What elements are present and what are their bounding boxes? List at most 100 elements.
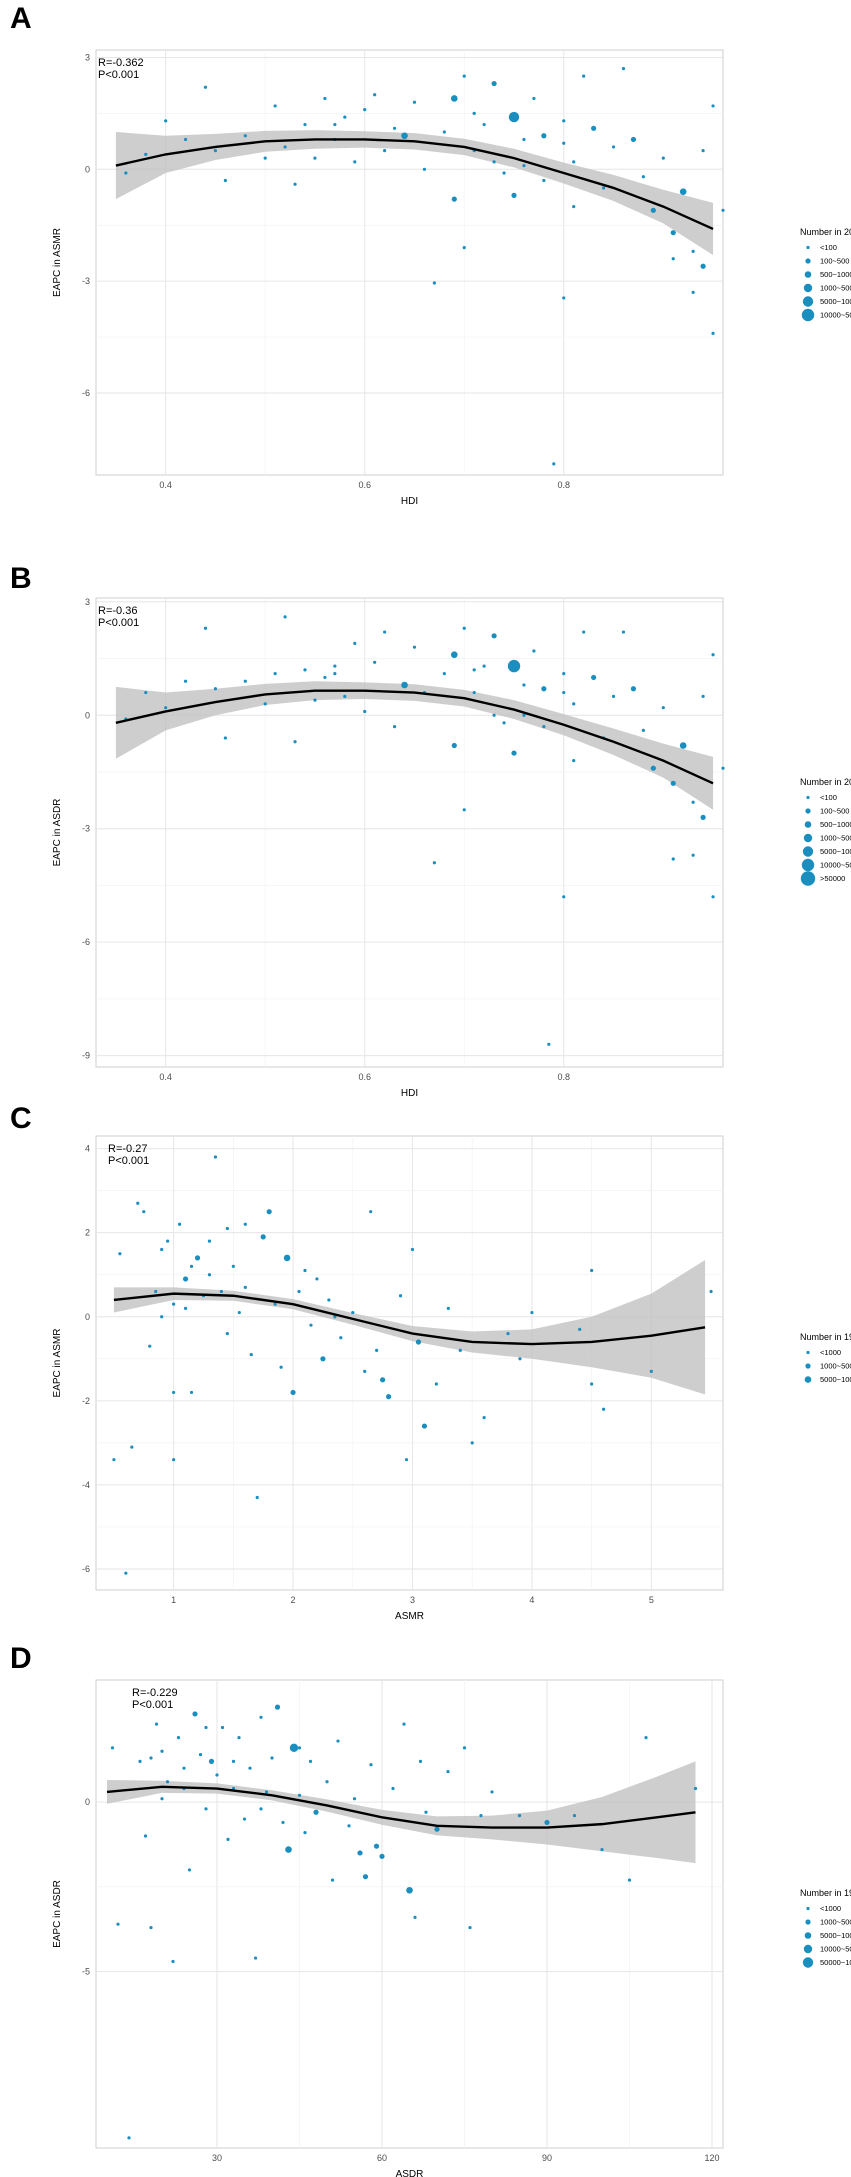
legend-label: 5000~10000 — [820, 1375, 851, 1384]
legend-key — [801, 858, 815, 872]
data-point — [130, 1445, 134, 1449]
data-point — [450, 651, 458, 659]
data-point — [143, 1834, 148, 1838]
data-point — [313, 698, 317, 702]
data-point — [383, 149, 387, 153]
trend-curve — [113, 1292, 706, 1346]
data-point — [260, 1234, 266, 1240]
data-point — [259, 1807, 263, 1811]
data-point — [154, 1289, 158, 1294]
legend-key — [806, 1906, 810, 1911]
data-point — [644, 1736, 648, 1740]
data-point — [392, 126, 397, 130]
data-point — [369, 1210, 373, 1214]
data-point — [542, 724, 546, 729]
y-tick-label: 2 — [85, 1228, 90, 1238]
data-point — [649, 1369, 653, 1374]
x-tick-label: 0.8 — [558, 480, 571, 490]
legend-key — [804, 1376, 812, 1383]
data-point — [303, 1268, 307, 1273]
y-tick-label: -4 — [82, 1480, 90, 1490]
data-point — [446, 1306, 450, 1310]
data-point — [562, 690, 566, 695]
legend-key — [802, 1957, 814, 1968]
legend-label: 10000~50000 — [820, 311, 851, 320]
data-point — [511, 750, 517, 756]
data-point — [458, 1348, 462, 1352]
data-point — [693, 1786, 698, 1791]
data-point — [204, 1725, 208, 1730]
data-point — [237, 1310, 241, 1315]
data-point — [243, 1285, 247, 1289]
data-point — [303, 1831, 307, 1835]
confidence-band — [107, 1761, 696, 1864]
data-point — [412, 645, 417, 649]
data-point — [691, 290, 695, 294]
p-value: P<0.001 — [132, 1699, 173, 1711]
x-tick-label: 5 — [649, 1595, 654, 1605]
data-point — [611, 694, 616, 698]
data-point — [164, 706, 168, 710]
data-point — [204, 1807, 208, 1811]
plot-area — [95, 49, 724, 476]
legend-label: <100 — [820, 243, 837, 252]
data-point — [522, 683, 526, 687]
data-point — [281, 1820, 285, 1825]
data-point — [333, 672, 337, 676]
legend-label: 1000~5000 — [820, 1918, 851, 1927]
data-point — [472, 690, 476, 695]
data-point — [391, 1786, 395, 1791]
legend-label: <100 — [820, 793, 837, 802]
data-point — [650, 207, 656, 213]
y-tick-label: -3 — [82, 276, 90, 286]
x-tick-label: 30 — [212, 2153, 222, 2163]
legend-label: 5000~10000 — [820, 297, 851, 306]
data-point — [357, 1850, 363, 1856]
data-point — [432, 861, 436, 865]
data-point — [641, 175, 645, 179]
data-point — [138, 1759, 142, 1763]
data-point — [582, 74, 586, 78]
data-point — [442, 672, 446, 676]
data-point — [127, 2136, 131, 2140]
data-point — [490, 1790, 494, 1794]
data-point — [270, 1756, 274, 1760]
legend-label: 100~500 — [820, 257, 849, 266]
data-point — [369, 1763, 373, 1767]
data-point — [711, 104, 715, 108]
data-point — [401, 681, 408, 689]
legend-key — [804, 271, 812, 278]
data-point — [213, 687, 218, 691]
y-tick-label: -2 — [82, 1396, 90, 1406]
data-point — [421, 1423, 428, 1429]
data-point — [671, 257, 675, 261]
legend-label: 1000~5000 — [820, 284, 851, 293]
x-tick-label: 0.4 — [159, 480, 172, 490]
scatter-chart-b: 0.4 0.6 0.8 3 0 -3 -6 -9 HDI EAPC in ASDR R=-0.36P… — [52, 597, 851, 1099]
data-point — [562, 672, 566, 676]
y-axis-title: EAPC in ASMR — [52, 228, 63, 297]
data-point — [482, 122, 486, 127]
data-point — [144, 152, 148, 156]
data-point — [220, 1725, 225, 1730]
data-point — [562, 119, 566, 123]
data-point — [325, 1780, 329, 1784]
data-point — [572, 1814, 577, 1818]
y-tick-label: 4 — [85, 1144, 90, 1154]
legend-key — [801, 308, 815, 322]
data-point — [410, 1247, 415, 1252]
data-point — [700, 263, 706, 269]
data-point — [303, 668, 307, 672]
data-point — [194, 1255, 201, 1261]
data-point — [283, 615, 287, 619]
legend-title: Number in 2019 — [800, 227, 851, 237]
y-tick-label: 3 — [85, 52, 90, 62]
legend-label: 5000~10000 — [820, 847, 851, 856]
legend-key — [802, 846, 814, 857]
data-point — [297, 1793, 302, 1797]
data-point — [116, 1922, 120, 1926]
data-point — [283, 1254, 291, 1262]
x-axis-title: HDI — [401, 1088, 418, 1099]
data-point — [442, 130, 446, 134]
data-point — [207, 1239, 212, 1243]
